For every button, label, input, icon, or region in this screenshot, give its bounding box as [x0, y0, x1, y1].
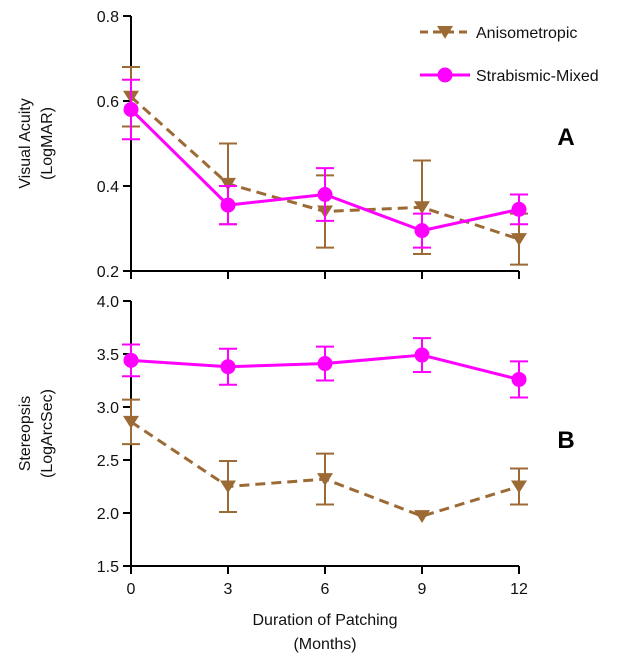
y-tick-label: 3.5	[97, 347, 119, 364]
y-tick-label: 2.5	[97, 453, 119, 470]
data-point	[317, 473, 333, 486]
data-point	[123, 352, 139, 368]
y-tick-label: 0.4	[97, 179, 119, 196]
series-anisometropic	[122, 66, 528, 266]
y-axis-title: (LogMAR)	[39, 107, 56, 180]
x-axis-title: Duration of Patching	[253, 612, 398, 629]
data-point	[511, 233, 527, 246]
y-tick-label: 0.8	[97, 9, 119, 26]
y-axis-title: Stereopsis	[17, 396, 34, 472]
legend: Anisometropic Strabismic-Mixed	[420, 25, 599, 85]
y-tick-label: 4.0	[97, 294, 119, 311]
legend-swatch-marker	[437, 67, 453, 83]
data-point	[220, 177, 236, 191]
x-tick-label: 9	[418, 581, 427, 598]
data-point	[414, 201, 430, 215]
data-point	[220, 359, 236, 375]
data-point	[511, 201, 527, 217]
panel-label: B	[557, 427, 574, 454]
data-point	[414, 347, 430, 363]
data-point	[220, 480, 236, 494]
data-point	[414, 223, 430, 239]
data-point	[414, 510, 430, 523]
panel-label: A	[557, 124, 574, 151]
chart-panel-b: 1.5 2.0 2.5 3.0 3.5 4.0 0 3 6 9 12 Stereopsis (LogAr…	[17, 294, 575, 653]
legend-swatch-marker	[437, 26, 453, 39]
y-tick-label: 2.0	[97, 506, 119, 523]
series-strabismic-mixed	[122, 337, 528, 399]
x-tick-label: 0	[127, 581, 136, 598]
y-tick-label: 3.0	[97, 400, 119, 417]
data-point	[317, 187, 333, 202]
y-tick-label: 0.6	[97, 94, 119, 111]
series-strabismic-mixed	[122, 78, 528, 249]
y-axis-title: Visual Acuity	[17, 98, 34, 188]
chart-panel-a: 0.2 0.4 0.6 0.8 Visual Acuity (LogMAR) A Anisom…	[17, 9, 599, 281]
legend-entry: Strabismic-Mixed	[476, 68, 599, 85]
x-tick-label: 12	[510, 581, 528, 598]
y-tick-label: 1.5	[97, 559, 119, 576]
x-tick-label: 6	[321, 581, 330, 598]
data-point	[220, 197, 236, 213]
y-tick-label: 0.2	[97, 264, 119, 281]
legend-entry: Anisometropic	[476, 25, 577, 42]
data-point	[123, 102, 139, 117]
data-point	[123, 415, 139, 429]
series-anisometropic	[122, 398, 528, 523]
x-tick-label: 3	[224, 581, 233, 598]
y-axis-title: (LogArcSec)	[39, 389, 56, 478]
data-point	[511, 371, 527, 387]
data-point	[511, 480, 527, 494]
x-axis-title: (Months)	[293, 636, 356, 653]
data-point	[317, 356, 333, 372]
